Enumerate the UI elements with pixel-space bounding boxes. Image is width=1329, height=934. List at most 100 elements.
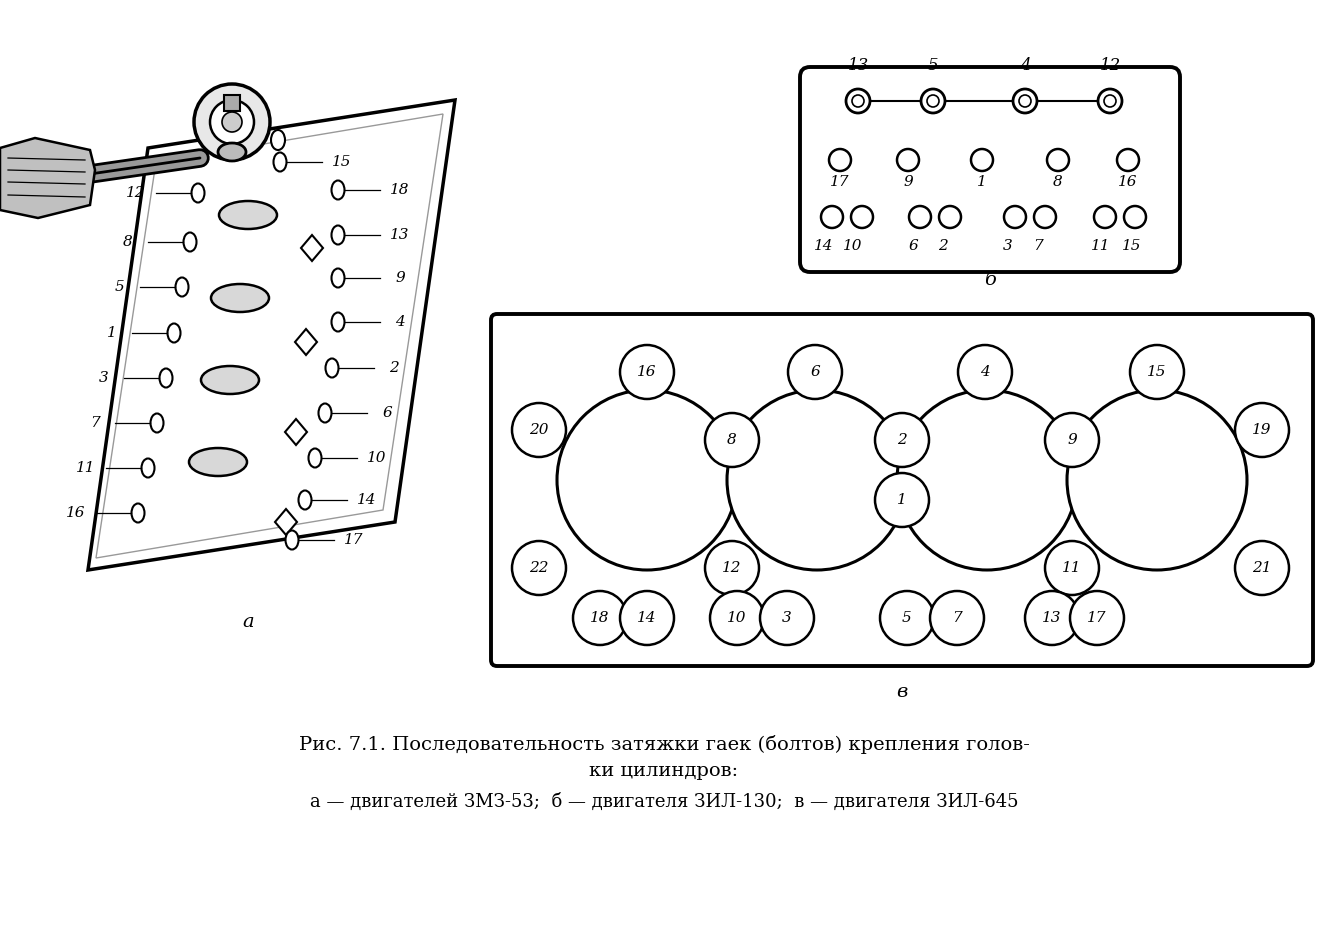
Circle shape (704, 413, 759, 467)
Circle shape (909, 206, 932, 228)
Circle shape (958, 345, 1011, 399)
Circle shape (821, 206, 843, 228)
Text: 7: 7 (952, 611, 962, 625)
Ellipse shape (132, 503, 145, 522)
Text: 4: 4 (979, 365, 990, 379)
Text: 10: 10 (727, 611, 747, 625)
Ellipse shape (274, 152, 287, 172)
Text: 9: 9 (395, 271, 405, 285)
Circle shape (788, 345, 843, 399)
Circle shape (1067, 390, 1247, 570)
Circle shape (874, 473, 929, 527)
Text: 7: 7 (90, 416, 100, 430)
Ellipse shape (191, 183, 205, 203)
Circle shape (1003, 206, 1026, 228)
Text: 22: 22 (529, 561, 549, 575)
Ellipse shape (141, 459, 154, 477)
Text: 4: 4 (1019, 56, 1030, 74)
Circle shape (930, 591, 983, 645)
Text: 12: 12 (722, 561, 742, 575)
Text: в: в (896, 683, 908, 701)
Circle shape (760, 591, 813, 645)
Text: 3: 3 (783, 611, 792, 625)
Text: 4: 4 (395, 315, 405, 329)
Text: 11: 11 (1091, 239, 1111, 253)
Text: 5: 5 (928, 56, 938, 74)
Text: а — двигателей ЗМЗ-53;  б — двигателя ЗИЛ-130;  в — двигателя ЗИЛ-645: а — двигателей ЗМЗ-53; б — двигателя ЗИЛ… (310, 793, 1018, 811)
Text: 2: 2 (938, 239, 948, 253)
Text: 6: 6 (811, 365, 820, 379)
Text: 1: 1 (108, 326, 117, 340)
Circle shape (1047, 149, 1069, 171)
Text: 3: 3 (100, 371, 109, 385)
Circle shape (1116, 149, 1139, 171)
Text: 13: 13 (1042, 611, 1062, 625)
Circle shape (1104, 95, 1116, 107)
Circle shape (874, 413, 929, 467)
Circle shape (621, 591, 674, 645)
FancyBboxPatch shape (800, 67, 1180, 272)
Ellipse shape (211, 284, 268, 312)
Circle shape (921, 89, 945, 113)
Text: 6: 6 (908, 239, 918, 253)
Ellipse shape (218, 143, 246, 161)
Text: 2: 2 (389, 361, 399, 375)
Ellipse shape (326, 359, 339, 377)
Circle shape (222, 112, 242, 132)
Text: 8: 8 (124, 235, 133, 249)
Text: 14: 14 (358, 493, 376, 507)
Ellipse shape (271, 130, 284, 150)
Text: 17: 17 (831, 175, 849, 189)
Circle shape (194, 84, 270, 160)
Circle shape (1013, 89, 1037, 113)
Ellipse shape (319, 403, 331, 422)
Circle shape (880, 591, 934, 645)
Text: 13: 13 (848, 56, 869, 74)
Text: 1: 1 (977, 175, 987, 189)
Ellipse shape (183, 233, 197, 251)
Ellipse shape (331, 180, 344, 200)
Ellipse shape (159, 369, 173, 388)
Circle shape (928, 95, 940, 107)
Ellipse shape (201, 366, 259, 394)
Circle shape (847, 89, 870, 113)
Ellipse shape (167, 323, 181, 343)
Circle shape (1124, 206, 1146, 228)
Polygon shape (284, 419, 307, 445)
Circle shape (1034, 206, 1057, 228)
Text: 16: 16 (66, 506, 86, 520)
Text: 18: 18 (590, 611, 610, 625)
Text: ки цилиндров:: ки цилиндров: (590, 762, 739, 780)
Text: 1: 1 (897, 493, 906, 507)
Text: 12: 12 (1099, 56, 1120, 74)
Ellipse shape (331, 268, 344, 288)
Text: 2: 2 (897, 433, 906, 447)
Circle shape (512, 403, 566, 457)
Text: 16: 16 (1118, 175, 1138, 189)
Ellipse shape (286, 531, 299, 549)
Text: 15: 15 (1122, 239, 1142, 253)
Circle shape (1070, 591, 1124, 645)
Circle shape (557, 390, 738, 570)
Text: 11: 11 (1062, 561, 1082, 575)
Ellipse shape (331, 313, 344, 332)
Circle shape (512, 541, 566, 595)
Ellipse shape (175, 277, 189, 296)
Ellipse shape (189, 448, 247, 476)
Circle shape (1045, 541, 1099, 595)
Circle shape (897, 149, 918, 171)
Polygon shape (275, 509, 296, 535)
Circle shape (1094, 206, 1116, 228)
Circle shape (1130, 345, 1184, 399)
Text: 15: 15 (332, 155, 352, 169)
Text: 3: 3 (1003, 239, 1013, 253)
Text: 17: 17 (344, 533, 364, 547)
Ellipse shape (331, 225, 344, 245)
Text: 13: 13 (391, 228, 409, 242)
Ellipse shape (150, 414, 163, 432)
Ellipse shape (308, 448, 322, 468)
Text: 9: 9 (904, 175, 913, 189)
Polygon shape (88, 100, 455, 570)
Text: 10: 10 (843, 239, 863, 253)
Circle shape (940, 206, 961, 228)
